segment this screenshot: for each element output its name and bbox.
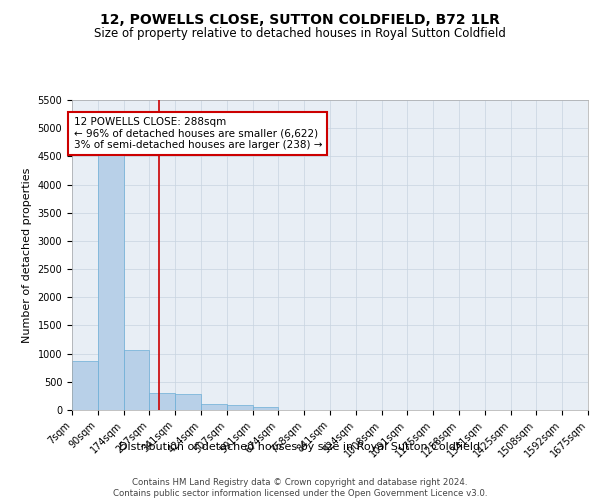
Bar (149, 394, 175, 410)
Bar (253, 407, 278, 410)
Bar (72, 361, 98, 410)
Text: Size of property relative to detached houses in Royal Sutton Coldfield: Size of property relative to detached ho… (94, 28, 506, 40)
Text: 12 POWELLS CLOSE: 288sqm
← 96% of detached houses are smaller (6,622)
3% of semi: 12 POWELLS CLOSE: 288sqm ← 96% of detach… (74, 117, 322, 150)
Y-axis label: Number of detached properties: Number of detached properties (22, 168, 32, 342)
Text: 12, POWELLS CLOSE, SUTTON COLDFIELD, B72 1LR: 12, POWELLS CLOSE, SUTTON COLDFIELD, B72… (100, 12, 500, 26)
Bar (98, 154, 124, 410)
Bar (124, 350, 149, 410)
Bar (201, 404, 227, 410)
Bar (175, 394, 201, 410)
Text: Distribution of detached houses by size in Royal Sutton Coldfield: Distribution of detached houses by size … (119, 442, 481, 452)
Bar (227, 405, 253, 410)
Text: Contains HM Land Registry data © Crown copyright and database right 2024.
Contai: Contains HM Land Registry data © Crown c… (113, 478, 487, 498)
